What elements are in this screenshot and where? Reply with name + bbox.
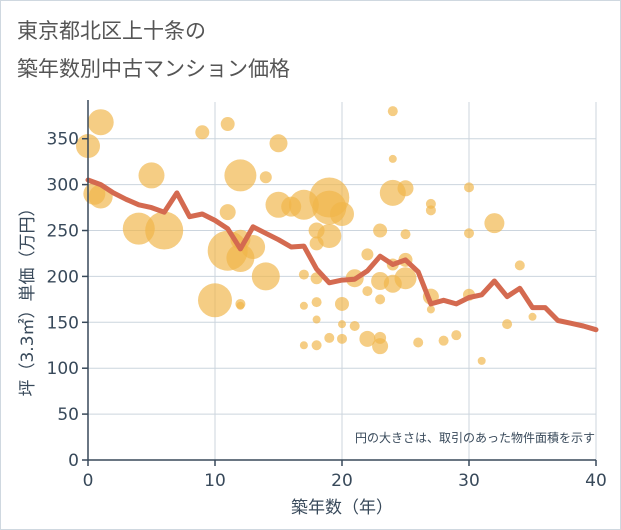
chart-title-line-1: 東京都北区上十条の <box>17 19 206 43</box>
x-tick-label: 10 <box>204 471 226 491</box>
bubble-point <box>451 330 462 341</box>
bubble-point <box>426 305 435 314</box>
x-tick-label: 0 <box>83 471 94 491</box>
bubble-point <box>438 335 449 346</box>
y-axis-label: 坪（3.3㎡）単価（万円） <box>18 199 38 396</box>
x-tick-label: 40 <box>585 471 607 491</box>
bubble-point <box>324 332 335 343</box>
bubble-point <box>514 260 525 271</box>
bubble-point <box>195 125 210 140</box>
bubble-series <box>76 106 537 365</box>
bubble-point <box>425 205 436 216</box>
x-axis-label: 築年数（年） <box>291 498 393 518</box>
x-tick-label: 20 <box>331 471 353 491</box>
bubble-point <box>387 106 398 117</box>
bubble-point <box>374 331 387 344</box>
bubble-point <box>317 224 342 249</box>
bubble-point <box>330 201 354 226</box>
y-tick-label: 350 <box>47 130 79 150</box>
bubble-point <box>373 223 388 238</box>
trend-line-series <box>85 177 599 333</box>
size-legend-note: 円の大きさは、取引のあった物件面積を示す <box>355 430 595 445</box>
bubble-point <box>145 211 184 250</box>
bubble-point <box>413 337 424 348</box>
y-tick-label: 50 <box>57 405 79 425</box>
bubble-point <box>198 283 232 318</box>
bubble-point <box>269 134 288 153</box>
bubble-point <box>224 159 257 192</box>
y-tick-label: 300 <box>47 176 79 196</box>
bubble-point <box>362 286 373 297</box>
x-tick-label: 30 <box>458 471 480 491</box>
bubble-point <box>311 340 322 351</box>
bubble-point <box>312 315 321 324</box>
bubble-point <box>335 296 349 311</box>
bubble-point <box>219 204 236 221</box>
bubble-point <box>484 213 505 234</box>
bubble-point <box>259 171 272 184</box>
bubble-point <box>349 320 360 331</box>
bubble-point <box>502 319 513 330</box>
bubble-point <box>298 269 309 280</box>
bubble-point <box>359 330 376 347</box>
y-tick-label: 250 <box>47 222 79 242</box>
trend-line <box>85 177 599 333</box>
bubble-point <box>299 301 308 310</box>
bubble-point <box>361 248 374 261</box>
bubble-point <box>464 228 474 239</box>
bubble-point <box>464 182 474 193</box>
bubble-point <box>397 180 414 197</box>
axes: 0 50 100 150 200 250 300 350 0 10 20 30 40 <box>47 100 607 491</box>
bubble-point <box>311 297 322 308</box>
bubble-point <box>220 117 235 132</box>
bubble-point <box>528 312 537 321</box>
y-tick-label: 150 <box>47 313 79 333</box>
bubble-point <box>394 267 417 290</box>
bubble-point <box>477 356 486 365</box>
bubble-point <box>338 320 346 329</box>
y-tick-label: 100 <box>47 359 79 379</box>
bubble-point <box>87 109 114 136</box>
bubble-point <box>388 154 397 163</box>
y-tick-label: 200 <box>47 267 79 287</box>
bubble-point <box>337 333 347 344</box>
y-tick-label: 0 <box>68 451 79 471</box>
bubble-point <box>400 229 411 240</box>
chart-title-line-2: 築年数別中古マンション価格 <box>17 57 290 81</box>
bubble-point <box>375 294 386 305</box>
bubble-point <box>251 262 280 291</box>
bubble-point <box>138 162 165 189</box>
bubble-point <box>299 341 308 350</box>
bubble-point <box>236 301 245 310</box>
